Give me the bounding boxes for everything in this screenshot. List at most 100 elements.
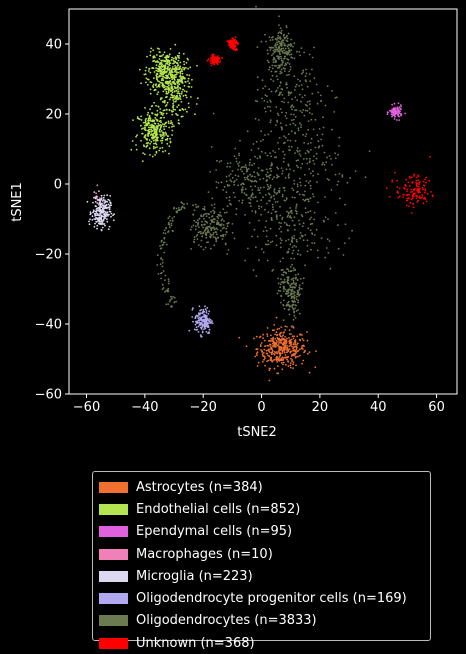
data-point: [288, 348, 291, 350]
data-point: [205, 215, 208, 218]
data-point: [262, 333, 264, 336]
data-point: [428, 179, 431, 182]
data-point: [255, 180, 258, 183]
data-point: [423, 191, 426, 194]
data-point: [398, 195, 401, 198]
data-point: [285, 240, 287, 242]
data-point: [159, 111, 162, 114]
data-point: [170, 69, 173, 71]
data-point: [210, 219, 213, 222]
data-point: [313, 211, 316, 214]
data-point: [291, 119, 293, 122]
data-point: [295, 295, 298, 298]
data-point: [271, 360, 274, 363]
data-point: [288, 305, 291, 308]
data-point: [237, 165, 240, 167]
data-point: [267, 52, 269, 55]
data-point: [292, 170, 295, 172]
data-point: [409, 177, 411, 179]
data-point: [226, 162, 229, 165]
data-point: [286, 358, 288, 361]
data-point: [291, 219, 294, 222]
data-point: [327, 218, 329, 221]
data-point: [278, 47, 281, 49]
data-point: [266, 183, 269, 186]
data-point: [290, 49, 293, 51]
data-point: [263, 348, 266, 351]
data-point: [322, 116, 324, 119]
data-point: [234, 48, 237, 51]
data-point: [315, 228, 318, 231]
data-point: [292, 290, 295, 293]
data-point: [333, 111, 336, 113]
data-point: [135, 148, 138, 151]
data-point: [290, 113, 293, 116]
data-point: [292, 277, 295, 280]
data-point: [287, 47, 290, 50]
data-point: [159, 119, 162, 122]
data-point: [273, 352, 275, 355]
data-point: [196, 64, 198, 67]
data-point: [282, 52, 284, 54]
data-point: [279, 72, 282, 75]
data-point: [274, 70, 277, 73]
data-point: [405, 204, 408, 207]
data-point: [170, 87, 173, 90]
data-point: [259, 344, 262, 346]
data-point: [150, 128, 153, 131]
x-tick-label: 40: [370, 400, 387, 415]
data-point: [276, 328, 279, 331]
data-point: [234, 36, 237, 38]
data-point: [177, 59, 180, 62]
data-point: [309, 218, 311, 221]
data-point: [162, 112, 165, 115]
data-point: [189, 66, 192, 69]
data-point: [189, 228, 192, 231]
data-point: [313, 46, 315, 49]
data-point: [161, 134, 164, 137]
data-point: [264, 364, 266, 367]
data-point: [323, 163, 326, 166]
data-point: [136, 134, 139, 137]
data-point: [221, 218, 224, 221]
data-point: [293, 314, 296, 317]
data-point: [295, 205, 298, 208]
data-point: [299, 122, 301, 124]
data-point: [273, 188, 276, 191]
data-point: [290, 278, 293, 281]
data-point: [108, 199, 111, 202]
data-point: [297, 309, 299, 311]
data-point: [262, 87, 264, 90]
data-point: [182, 52, 185, 55]
data-point: [108, 208, 111, 211]
data-point: [228, 199, 231, 202]
data-point: [338, 173, 341, 175]
data-point: [424, 188, 427, 190]
data-point: [93, 225, 96, 228]
data-point: [292, 189, 295, 192]
data-point: [284, 47, 287, 50]
y-tick-label: −40: [35, 318, 62, 333]
data-point: [100, 219, 103, 222]
data-point: [249, 158, 252, 161]
data-point: [156, 80, 159, 82]
data-point: [166, 56, 169, 59]
data-point: [221, 57, 224, 59]
data-point: [220, 159, 223, 162]
data-point: [282, 319, 285, 322]
data-point: [157, 76, 160, 78]
data-point: [197, 221, 200, 224]
legend-item: Unknown (n=368): [99, 632, 424, 654]
data-point: [391, 181, 393, 183]
data-point: [153, 59, 156, 62]
data-point: [179, 98, 182, 100]
data-point: [197, 325, 200, 328]
data-point: [254, 99, 257, 102]
data-point: [316, 181, 318, 184]
data-point: [112, 219, 115, 222]
data-point: [386, 113, 389, 116]
data-point: [162, 53, 165, 56]
data-point: [265, 243, 267, 246]
data-point: [221, 227, 224, 230]
y-tick-label: 40: [45, 38, 62, 53]
